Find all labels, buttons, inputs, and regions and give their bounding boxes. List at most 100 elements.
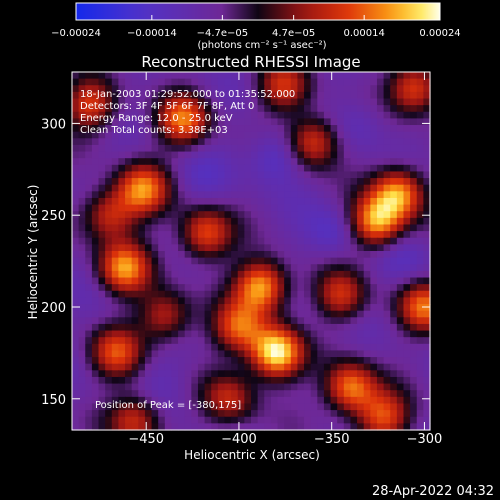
heatmap-cell <box>284 164 292 173</box>
heatmap-cell <box>277 91 285 100</box>
heatmap-cell <box>204 204 212 212</box>
heatmap-cell <box>144 357 153 365</box>
heatmap-cell <box>330 363 338 371</box>
heatmap-cell <box>330 231 338 239</box>
heatmap-cell <box>158 211 166 219</box>
x-tick-label: −450 <box>128 432 164 447</box>
heatmap-cell <box>270 105 279 113</box>
heatmap-cell <box>330 78 338 86</box>
heatmap-cell <box>237 390 245 398</box>
heatmap-cell <box>111 383 120 391</box>
heatmap-cell <box>164 197 173 206</box>
heatmap-cell <box>284 396 292 405</box>
heatmap-cell <box>151 237 159 245</box>
heatmap-cell <box>363 370 371 378</box>
heatmap-cell <box>78 390 86 398</box>
heatmap-cell <box>264 184 272 192</box>
heatmap-cell <box>72 350 80 358</box>
heatmap-cell <box>118 337 126 345</box>
heatmap-cell <box>284 277 292 285</box>
heatmap-cell <box>370 158 378 166</box>
heatmap-cell <box>91 131 100 139</box>
heatmap-cell <box>144 105 153 113</box>
heatmap-cell <box>343 264 352 272</box>
heatmap-cell <box>111 357 120 365</box>
y-tick-label: 250 <box>41 209 66 224</box>
heatmap-cell <box>244 290 252 299</box>
heatmap-cell <box>244 178 252 186</box>
heatmap-cell <box>85 416 93 424</box>
heatmap-cell <box>337 224 345 232</box>
heatmap-cell <box>343 304 352 312</box>
heatmap-cell <box>111 184 120 192</box>
heatmap-cell <box>270 191 279 199</box>
heatmap-cell <box>105 125 113 133</box>
heatmap-cell <box>297 251 305 259</box>
heatmap-cell <box>211 390 219 398</box>
heatmap-cell <box>357 158 365 166</box>
y-tick-label: 200 <box>41 301 66 316</box>
heatmap-cell <box>111 217 120 226</box>
heatmap-cell <box>257 217 265 226</box>
heatmap-cell <box>72 164 80 173</box>
heatmap-cell <box>72 91 80 100</box>
heatmap-cell <box>304 111 312 120</box>
heatmap-cell <box>98 197 106 206</box>
heatmap-cell <box>410 105 418 113</box>
heatmap-cell <box>323 178 332 186</box>
heatmap-cell <box>357 423 365 431</box>
heatmap-cell <box>310 217 318 226</box>
heatmap-cell <box>151 290 159 299</box>
heatmap-cell <box>297 144 305 153</box>
heatmap-cell <box>237 178 245 186</box>
heatmap-cell <box>98 184 106 192</box>
heatmap-cell <box>131 350 139 358</box>
heatmap-cell <box>211 231 219 239</box>
heatmap-cell <box>403 244 411 252</box>
heatmap-cell <box>290 211 299 219</box>
heatmap-cell <box>330 343 338 352</box>
heatmap-cell <box>390 91 398 100</box>
heatmap-cell <box>91 144 100 153</box>
heatmap-cell <box>211 217 219 226</box>
heatmap-cell <box>403 131 411 139</box>
heatmap-cell <box>383 390 391 398</box>
heatmap-cell <box>297 370 305 378</box>
heatmap-cell <box>317 264 325 272</box>
heatmap-cell <box>224 363 232 371</box>
heatmap-cell <box>297 105 305 113</box>
heatmap-cell <box>290 184 299 192</box>
heatmap-cell <box>237 144 245 153</box>
heatmap-cell <box>158 178 166 186</box>
heatmap-cell <box>144 184 153 192</box>
heatmap-cell <box>390 158 398 166</box>
heatmap-cell <box>125 111 133 120</box>
heatmap-cell <box>403 184 411 192</box>
heatmap-cell <box>251 297 259 305</box>
heatmap-cell <box>376 403 385 411</box>
heatmap-cell <box>144 244 153 252</box>
heatmap-cell <box>72 171 80 179</box>
heatmap-cell <box>284 211 292 219</box>
heatmap-cell <box>251 416 259 424</box>
heatmap-cell <box>257 118 265 126</box>
heatmap-cell <box>237 396 245 405</box>
heatmap-cell <box>290 323 299 332</box>
heatmap-cell <box>217 111 226 120</box>
heatmap-cell <box>217 211 226 219</box>
heatmap-cell <box>164 178 173 186</box>
heatmap-cell <box>310 244 318 252</box>
heatmap-cell <box>343 197 352 206</box>
heatmap-cell <box>131 178 139 186</box>
heatmap-cell <box>151 151 159 159</box>
heatmap-cell <box>191 383 199 391</box>
heatmap-cell <box>370 423 378 431</box>
heatmap-cell <box>343 376 352 385</box>
heatmap-cell <box>224 264 232 272</box>
heatmap-cell <box>105 191 113 199</box>
heatmap-cell <box>231 111 239 120</box>
heatmap-cell <box>270 151 279 159</box>
heatmap-cell <box>138 224 146 232</box>
heatmap-cell <box>383 310 391 318</box>
heatmap-cell <box>98 357 106 365</box>
